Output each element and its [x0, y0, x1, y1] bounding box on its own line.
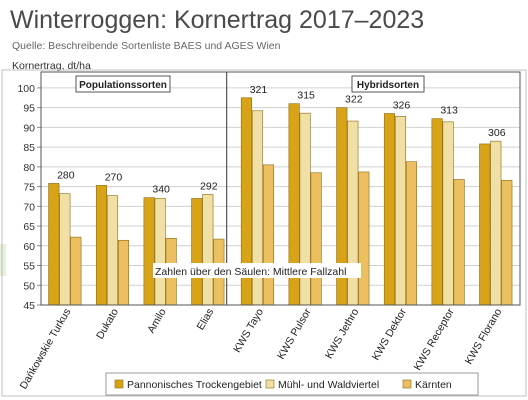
- bar: [70, 236, 82, 306]
- data-label: 340: [152, 184, 170, 196]
- data-label: 270: [105, 171, 123, 183]
- bar: [117, 239, 130, 306]
- y-tick-label: 60: [23, 241, 35, 253]
- x-tick-label: Dukato: [94, 306, 121, 341]
- y-tick-label: 85: [23, 142, 35, 154]
- y-axis-label: Kornertrag, dt/ha: [12, 60, 91, 72]
- y-tick-label: 95: [23, 103, 35, 115]
- bar: [59, 193, 71, 306]
- bar: [191, 198, 203, 306]
- x-tick-label: KWS Jethro: [323, 306, 361, 361]
- group-label-hybridsorten: Hybridsorten: [357, 80, 419, 91]
- legend-box: [105, 372, 479, 396]
- bar: [143, 197, 155, 306]
- bar: [106, 195, 119, 306]
- x-tick-label: Dańkowskie Turkus: [18, 307, 74, 392]
- bar: [262, 164, 275, 306]
- group-label-box: [351, 75, 425, 93]
- data-label: 280: [57, 169, 75, 181]
- bar: [405, 161, 418, 306]
- data-label: 292: [200, 180, 218, 192]
- y-tick-label: 100: [17, 83, 35, 95]
- bar: [48, 183, 60, 306]
- page-edge-tab: [0, 244, 6, 276]
- bar: [358, 171, 370, 306]
- y-tick-label: 80: [23, 162, 35, 174]
- legend-swatch: [265, 379, 275, 389]
- x-tick-label: KWS Tayo: [231, 306, 266, 354]
- x-tick-label: Amilo: [145, 306, 169, 335]
- bar: [442, 121, 454, 306]
- bar: [95, 185, 108, 306]
- chart-frame: [1, 69, 527, 397]
- x-tick-label: KWS Pulsor: [275, 306, 314, 361]
- bar: [154, 198, 166, 306]
- data-label: 306: [488, 127, 506, 139]
- data-label: 322: [345, 94, 363, 106]
- bar: [202, 194, 214, 306]
- x-tick-label: KWS Florano: [463, 306, 505, 366]
- data-label: 313: [440, 105, 458, 117]
- annotation-text: Zahlen über den Säulen: Mittlere Fallzah…: [155, 266, 346, 278]
- y-tick-label: 55: [23, 261, 35, 273]
- x-tick-label: Elias: [195, 307, 217, 333]
- data-label: 326: [393, 100, 411, 112]
- y-tick-label: 75: [23, 182, 35, 194]
- y-tick-label: 90: [23, 122, 35, 134]
- bar: [310, 172, 322, 306]
- legend-swatch: [402, 379, 412, 389]
- legend-label: Pannonisches Trockengebiet: [127, 379, 262, 391]
- bar: [431, 118, 443, 306]
- bar: [383, 113, 396, 306]
- legend-label: Mühl- und Waldviertel: [278, 379, 379, 391]
- bar: [453, 179, 465, 306]
- chart-title: Winterroggen: Kornertrag 2017–2023: [10, 6, 425, 34]
- chart-subtitle: Quelle: Beschreibende Sortenliste BAES u…: [12, 40, 281, 52]
- legend-swatch: [114, 379, 124, 389]
- y-tick-label: 65: [23, 221, 35, 233]
- group-label-box: [75, 75, 171, 93]
- group-label-populationssorten: Populationssorten: [79, 80, 167, 91]
- y-tick-label: 70: [23, 201, 35, 213]
- data-label: 315: [297, 90, 315, 102]
- bar: [490, 140, 502, 306]
- x-tick-label: KWS Dektor: [370, 306, 410, 362]
- legend-label: Kärnten: [415, 379, 452, 391]
- x-tick-label: KWS Receptor: [412, 306, 457, 373]
- bar: [479, 143, 491, 306]
- bar: [394, 116, 407, 306]
- data-label: 321: [250, 84, 268, 96]
- y-tick-label: 45: [23, 300, 35, 312]
- y-tick-label: 50: [23, 280, 35, 292]
- bar: [501, 179, 513, 306]
- annotation-background: [153, 263, 361, 278]
